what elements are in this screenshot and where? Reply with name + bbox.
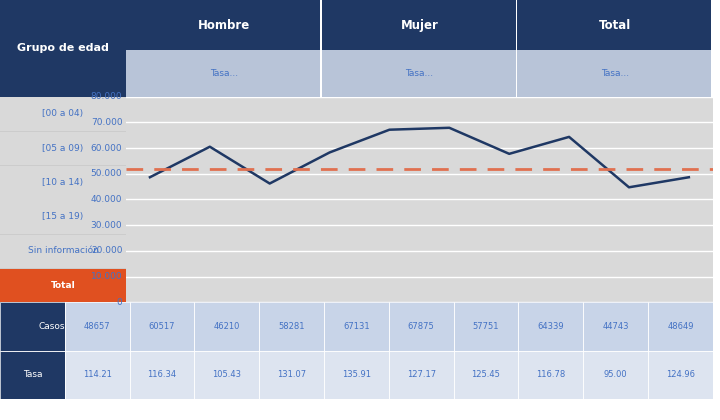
Text: 44743: 44743: [603, 322, 629, 331]
Text: 114.21: 114.21: [83, 370, 112, 379]
Text: 10.000: 10.000: [91, 272, 122, 281]
Text: Hombre: Hombre: [198, 19, 250, 32]
Text: [10 a 14): [10 a 14): [42, 178, 84, 187]
Text: Uni: Uni: [29, 200, 70, 223]
Text: [05 a 09): [05 a 09): [42, 144, 84, 152]
Text: 135.91: 135.91: [342, 370, 371, 379]
Text: 60.000: 60.000: [91, 144, 122, 152]
Text: 57751: 57751: [473, 322, 499, 331]
Text: 50.000: 50.000: [91, 169, 122, 178]
Text: Sin información: Sin información: [27, 247, 99, 255]
Text: 70.000: 70.000: [91, 118, 122, 127]
Text: 125.45: 125.45: [472, 370, 500, 379]
Text: Casos: Casos: [39, 322, 66, 331]
Text: Tasa...: Tasa...: [210, 69, 238, 78]
Text: Grupo de edad: Grupo de edad: [17, 43, 109, 53]
Text: Tasa: Tasa: [22, 370, 42, 379]
Text: 64339: 64339: [538, 322, 564, 331]
Text: 131.07: 131.07: [277, 370, 306, 379]
Text: 48649: 48649: [667, 322, 693, 331]
Text: 116.78: 116.78: [536, 370, 565, 379]
Text: 30.000: 30.000: [91, 221, 122, 230]
Text: 58281: 58281: [279, 322, 305, 331]
Text: [15 a 19): [15 a 19): [42, 212, 84, 221]
Text: 67131: 67131: [343, 322, 369, 331]
Text: 20.000: 20.000: [91, 247, 122, 255]
Text: 46210: 46210: [214, 322, 240, 331]
Text: 60517: 60517: [149, 322, 175, 331]
Text: Total: Total: [50, 281, 76, 290]
Text: 105.43: 105.43: [212, 370, 241, 379]
Text: 80.000: 80.000: [91, 92, 122, 101]
Text: 116.34: 116.34: [148, 370, 176, 379]
Text: Tasa...: Tasa...: [405, 69, 433, 78]
Text: 40.000: 40.000: [91, 195, 122, 204]
Text: [00 a 04): [00 a 04): [42, 109, 84, 118]
Text: 124.96: 124.96: [666, 370, 695, 379]
Text: Mujer: Mujer: [400, 19, 438, 32]
Text: 127.17: 127.17: [407, 370, 436, 379]
Text: Total: Total: [599, 19, 631, 32]
Text: 95.00: 95.00: [604, 370, 627, 379]
Text: Tasa...: Tasa...: [601, 69, 629, 78]
Text: 67875: 67875: [408, 322, 435, 331]
Text: 48657: 48657: [84, 322, 110, 331]
Text: 0: 0: [117, 298, 122, 307]
